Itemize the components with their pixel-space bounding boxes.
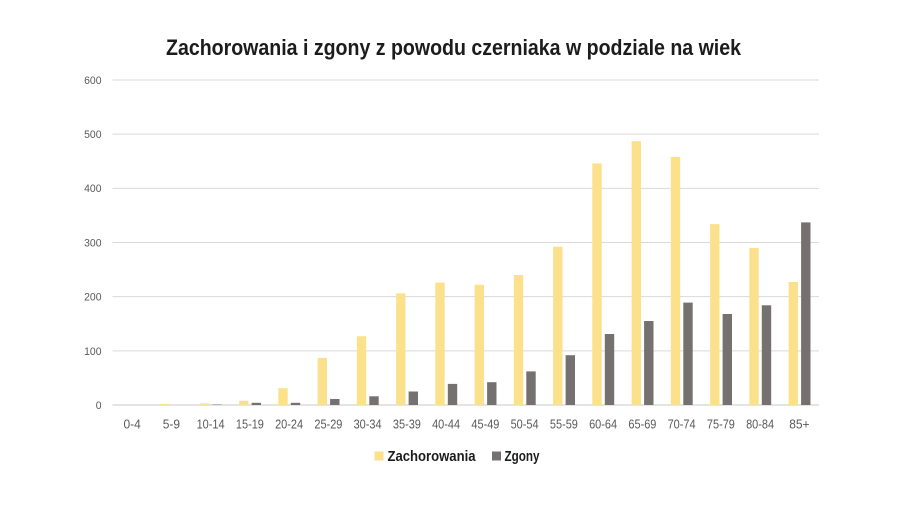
svg-text:600: 600 [84,75,101,87]
svg-text:70-74: 70-74 [668,417,696,431]
svg-text:Zgony: Zgony [505,449,541,465]
svg-text:30-34: 30-34 [354,417,382,431]
svg-text:65-69: 65-69 [628,417,656,431]
svg-text:400: 400 [84,183,101,195]
svg-text:200: 200 [84,292,101,304]
svg-text:Zachorowania: Zachorowania [388,449,477,465]
svg-text:60-64: 60-64 [589,417,617,431]
svg-text:40-44: 40-44 [432,417,460,431]
svg-text:300: 300 [84,237,101,249]
svg-text:500: 500 [84,129,101,141]
svg-text:55-59: 55-59 [550,417,578,431]
svg-text:0: 0 [96,400,102,412]
svg-text:15-19: 15-19 [236,417,264,431]
svg-text:35-39: 35-39 [393,417,421,431]
svg-text:100: 100 [84,346,101,358]
svg-text:20-24: 20-24 [275,417,303,431]
svg-text:10-14: 10-14 [197,417,225,431]
svg-text:5-9: 5-9 [163,417,180,431]
svg-text:Zachorowania i zgony z powodu: Zachorowania i zgony z powodu czerniaka … [166,35,741,60]
svg-text:75-79: 75-79 [707,417,735,431]
svg-text:0-4: 0-4 [123,417,140,431]
svg-text:80-84: 80-84 [746,417,774,431]
svg-text:85+: 85+ [789,417,809,431]
svg-text:50-54: 50-54 [511,417,539,431]
svg-text:25-29: 25-29 [314,417,342,431]
svg-text:45-49: 45-49 [471,417,499,431]
